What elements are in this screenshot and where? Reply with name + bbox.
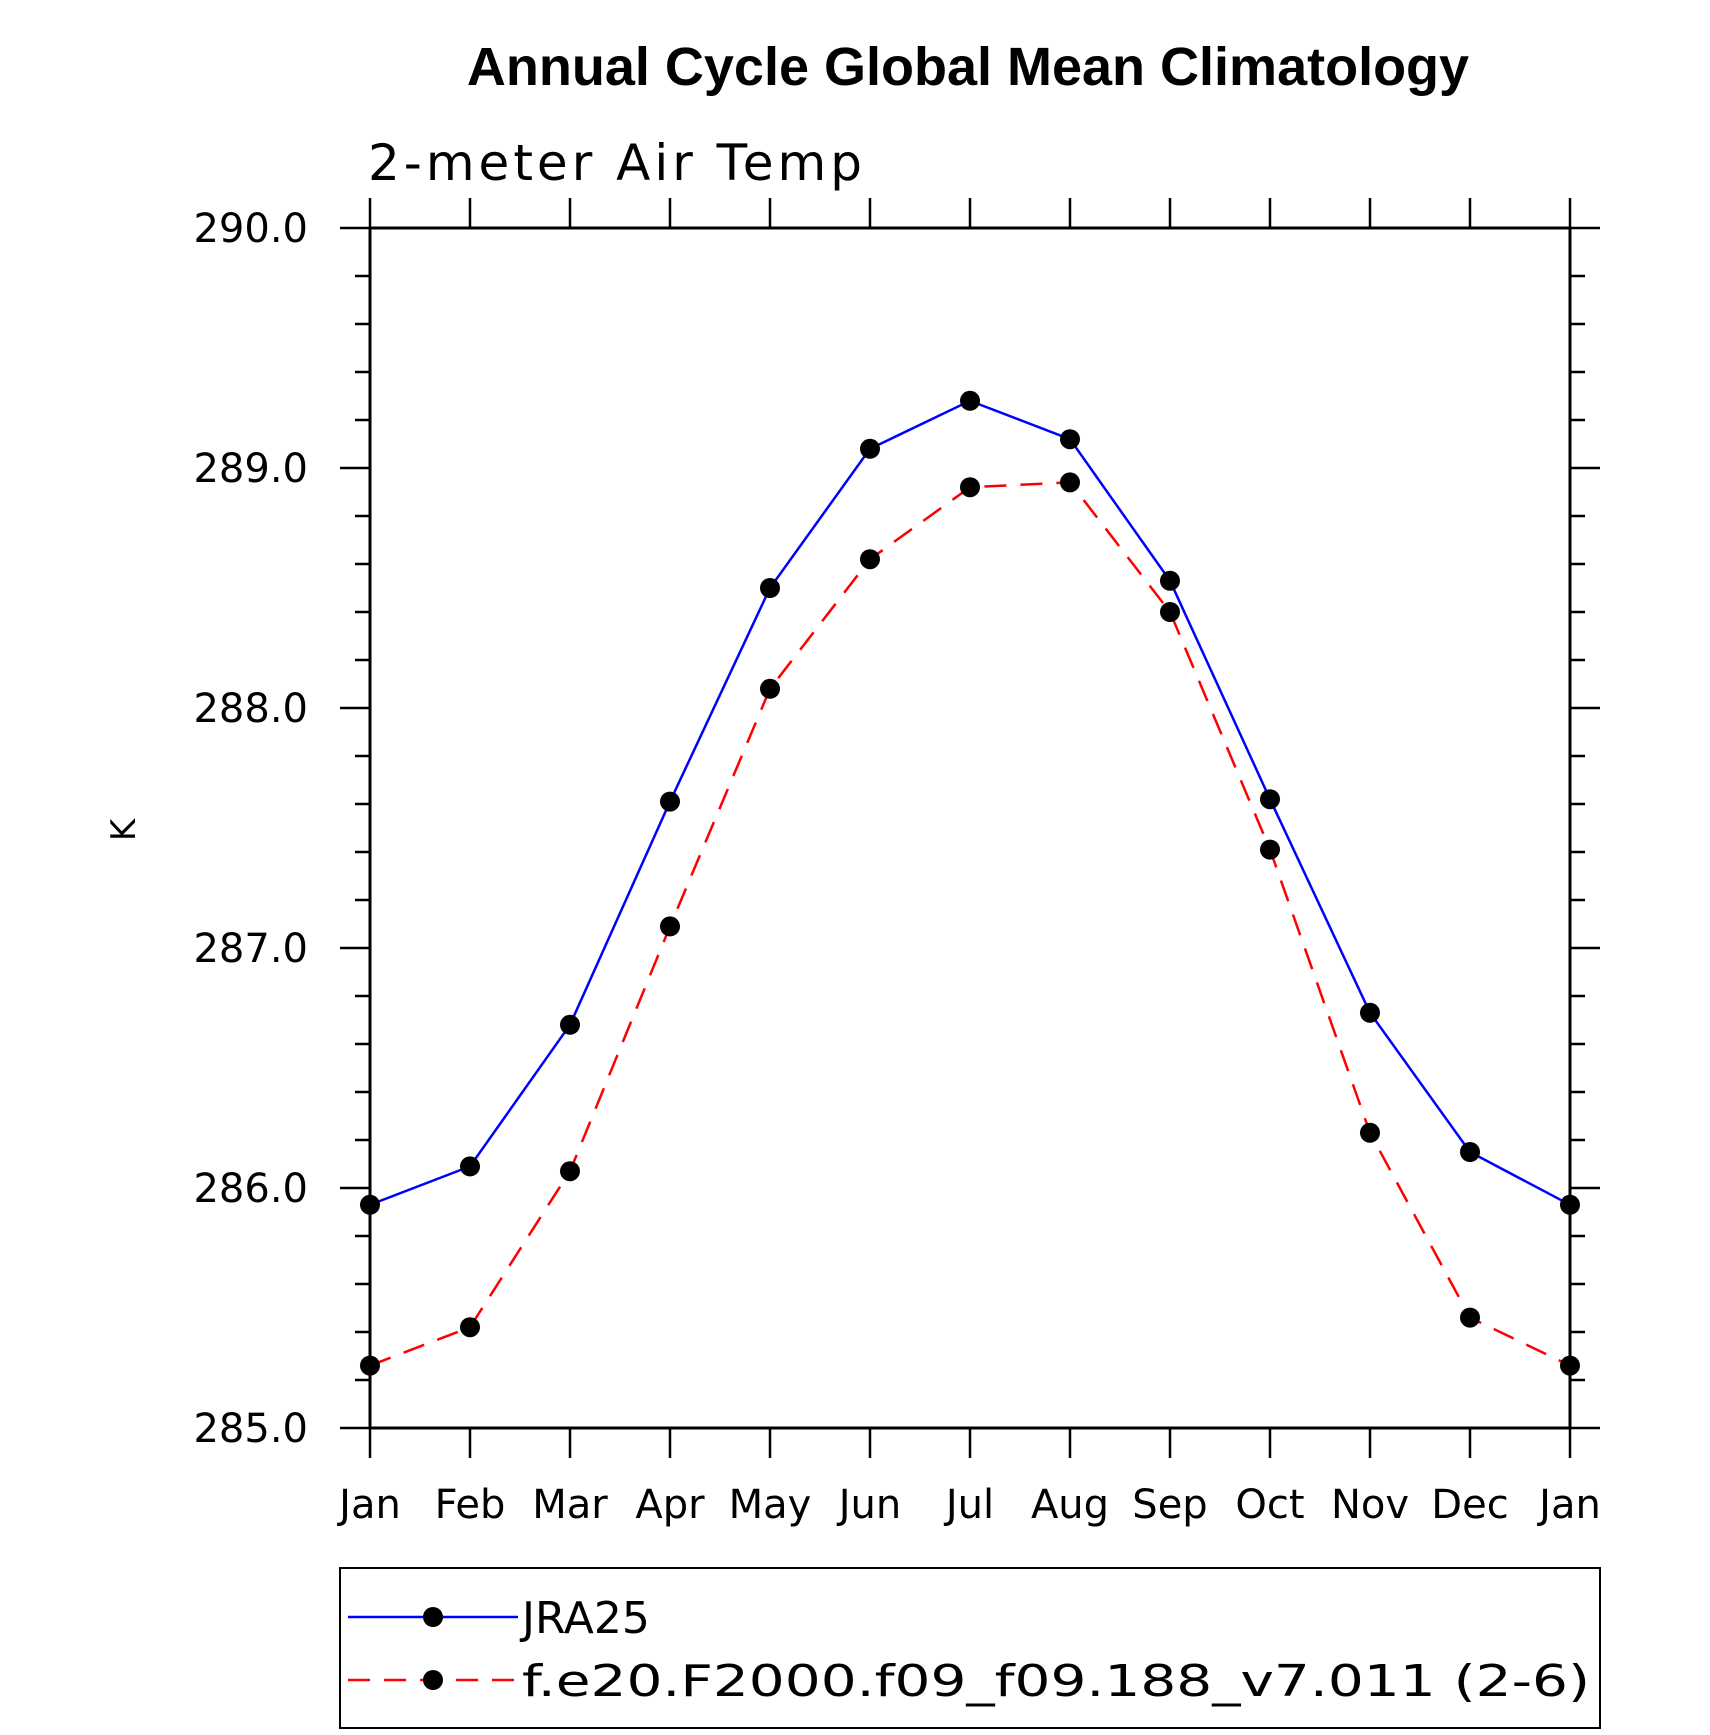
data-point xyxy=(1560,1355,1580,1376)
data-point xyxy=(1460,1142,1480,1162)
data-point xyxy=(560,1014,580,1035)
data-point xyxy=(1160,602,1180,622)
legend-entry-2: f.e20.F2000.f09_f09.188_v7.011 (2-6) xyxy=(348,1656,1590,1707)
x-tick-label: Aug xyxy=(1031,1482,1109,1528)
series-line xyxy=(369,481,1571,1367)
data-point xyxy=(1560,1194,1580,1215)
legend-box xyxy=(339,1567,1601,1729)
legend-label: JRA25 xyxy=(519,1593,650,1644)
data-point xyxy=(660,791,680,812)
x-tick-label: Jan xyxy=(336,1482,401,1528)
x-tick-label: Mar xyxy=(532,1482,608,1528)
data-point xyxy=(360,1194,380,1215)
y-axis-label: K xyxy=(104,817,144,841)
x-tick-label: Dec xyxy=(1431,1482,1508,1528)
x-tick-label: Jan xyxy=(1536,1482,1601,1528)
data-point xyxy=(1260,789,1280,810)
x-tick-label: Jul xyxy=(943,1482,994,1528)
chart-title: Annual Cycle Global Mean Climatology xyxy=(467,37,1469,97)
x-tick-label: Feb xyxy=(435,1482,506,1528)
data-point xyxy=(760,578,780,598)
y-tick-label: 289.0 xyxy=(193,446,308,492)
data-point xyxy=(1260,839,1280,860)
y-tick-label: 286.0 xyxy=(193,1166,308,1212)
y-tick-label: 288.0 xyxy=(193,686,308,732)
data-point xyxy=(460,1156,480,1177)
series-1 xyxy=(360,390,1580,1215)
data-point xyxy=(1360,1002,1380,1023)
legend-marker xyxy=(423,1670,443,1690)
y-tick-label: 287.0 xyxy=(193,926,308,972)
y-tick-label: 290.0 xyxy=(193,206,308,252)
x-tick-label: Nov xyxy=(1331,1482,1409,1528)
legend-entry-1: JRA25 xyxy=(348,1593,650,1644)
legend-label: f.e20.F2000.f09_f09.188_v7.011 (2-6) xyxy=(522,1656,1590,1707)
data-point xyxy=(360,1355,380,1376)
x-tick-label: Oct xyxy=(1235,1482,1304,1528)
x-tick-label: Sep xyxy=(1132,1482,1207,1528)
chart-subtitle: 2-meter Air Temp xyxy=(368,134,866,192)
data-point xyxy=(860,438,880,459)
x-tick-label: Jun xyxy=(836,1482,902,1528)
data-point xyxy=(1060,472,1080,493)
x-tick-label: Apr xyxy=(635,1482,705,1528)
legend-marker xyxy=(423,1607,443,1627)
data-point xyxy=(1060,429,1080,450)
data-point xyxy=(660,916,680,937)
data-point xyxy=(560,1161,580,1182)
series-line xyxy=(369,399,1571,1206)
series-2 xyxy=(360,472,1580,1376)
data-point xyxy=(960,477,980,498)
series-layer xyxy=(360,390,1580,1376)
x-tick-label: May xyxy=(729,1482,812,1528)
legend: JRA25 f.e20.F2000.f09_f09.188_v7.011 (2-6… xyxy=(348,1593,1590,1707)
data-point xyxy=(760,678,780,699)
data-point xyxy=(960,390,980,411)
data-point xyxy=(460,1317,480,1338)
axis-ticks xyxy=(340,198,1600,1458)
data-point xyxy=(1460,1307,1480,1328)
y-tick-label: 285.0 xyxy=(193,1406,308,1452)
data-point xyxy=(860,549,880,570)
axis-tick-labels: 285.0 286.0 287.0 288.0 289.0 290.0 Jan Feb Mar A… xyxy=(193,206,1600,1528)
data-point xyxy=(1360,1122,1380,1143)
data-point xyxy=(1160,570,1180,591)
